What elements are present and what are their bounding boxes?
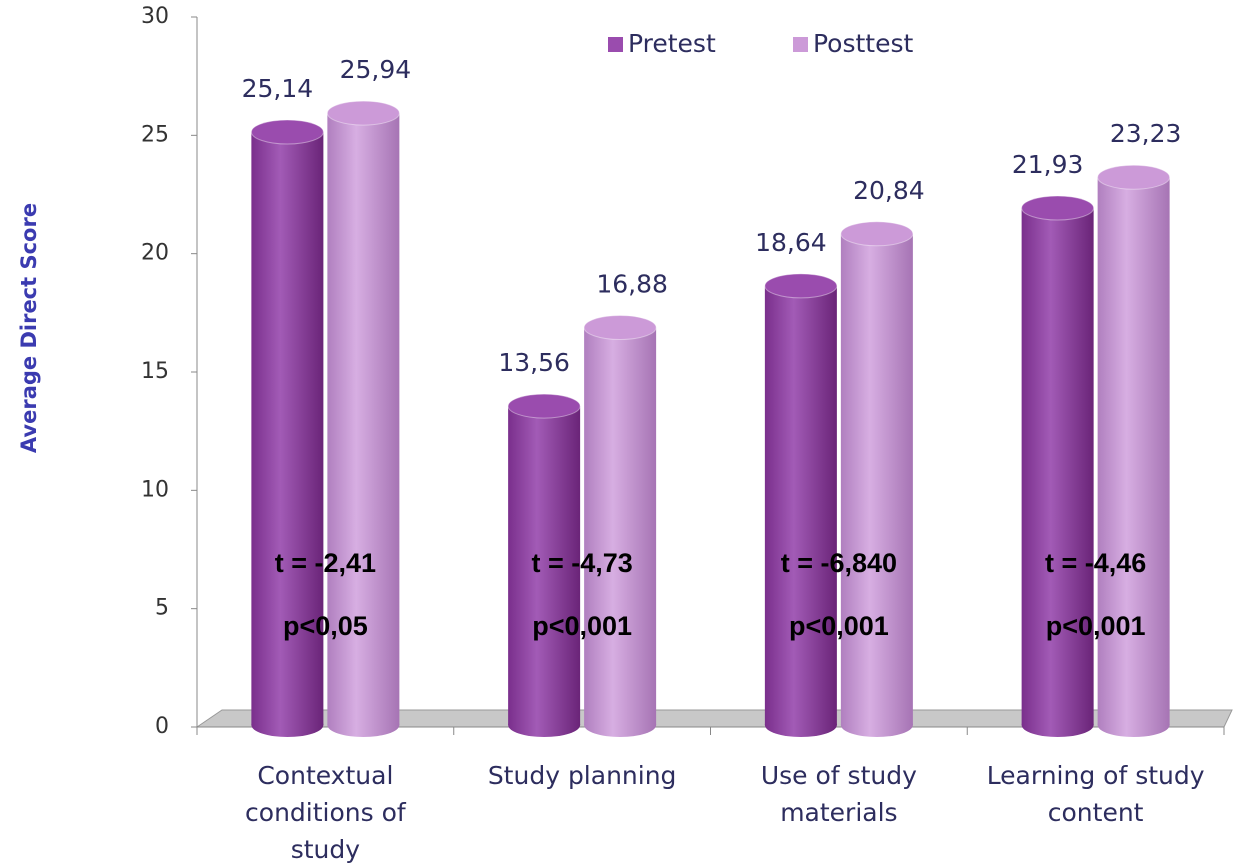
y-tick-label: 30: [141, 4, 169, 29]
legend-swatch: [793, 37, 808, 52]
annotation-p: p<0,001: [789, 611, 889, 641]
legend-swatch: [608, 37, 623, 52]
bar-top: [507, 393, 581, 419]
value-label: 13,56: [498, 348, 570, 377]
bar-base: [508, 713, 581, 737]
bar-body: [584, 327, 657, 725]
y-tick-label: 10: [141, 477, 169, 502]
bar: [507, 393, 581, 737]
value-label: 25,94: [340, 55, 412, 84]
bar-top: [583, 315, 657, 341]
bar-top: [1021, 195, 1095, 221]
value-label: 16,88: [596, 270, 668, 299]
y-tick-label: 5: [155, 596, 169, 621]
value-label: 21,93: [1012, 150, 1084, 179]
annotation-p: p<0,001: [532, 611, 632, 641]
annotation-t: t = -4,73: [531, 548, 632, 578]
bar-body: [840, 233, 913, 725]
bar-base: [1021, 713, 1094, 737]
legend-label: Posttest: [813, 29, 914, 58]
x-tick-label: Contextual conditions of study: [245, 761, 406, 864]
bar-base: [1097, 713, 1170, 737]
bar-top: [250, 119, 324, 145]
value-label: 20,84: [853, 176, 925, 205]
bar: [1097, 164, 1171, 737]
bar-body: [327, 113, 400, 725]
bar-base: [840, 713, 913, 737]
bar: [1021, 195, 1095, 737]
bar: [326, 100, 400, 737]
bar-top: [840, 221, 914, 247]
y-tick-label: 0: [155, 714, 169, 739]
x-tick-label: Learning of study content: [986, 761, 1205, 827]
bar-body: [251, 132, 324, 725]
bar-top: [764, 273, 838, 299]
bar-top: [1097, 164, 1171, 190]
value-label: 25,14: [242, 74, 314, 103]
y-tick-label: 20: [141, 241, 169, 266]
y-tick-label: 15: [141, 359, 169, 384]
bar: [840, 221, 914, 737]
bar-base: [764, 713, 837, 737]
value-label: 18,64: [755, 228, 827, 257]
bar-base: [251, 713, 324, 737]
bar-top: [326, 100, 400, 126]
bar-base: [584, 713, 657, 737]
bar-body: [1021, 207, 1094, 726]
bar-body: [508, 406, 581, 725]
annotation-t: t = -2,41: [275, 548, 376, 578]
x-tick-label: Study planning: [487, 761, 677, 790]
bar-body: [1097, 177, 1170, 725]
annotation-p: p<0,001: [1046, 611, 1146, 641]
bar-base: [327, 713, 400, 737]
x-tick-label: Use of study materials: [760, 761, 917, 827]
bar: [250, 119, 324, 737]
bar-body: [764, 285, 837, 725]
value-label: 23,23: [1110, 119, 1182, 148]
y-axis-label: Average Direct Score: [17, 203, 41, 453]
annotation-t: t = -4,46: [1045, 548, 1146, 578]
y-tick-label: 25: [141, 122, 169, 147]
bar: [764, 273, 838, 737]
legend-label: Pretest: [628, 29, 716, 58]
annotation-t: t = -6,840: [781, 548, 897, 578]
annotation-p: p<0,05: [283, 611, 368, 641]
bar: [583, 315, 657, 737]
